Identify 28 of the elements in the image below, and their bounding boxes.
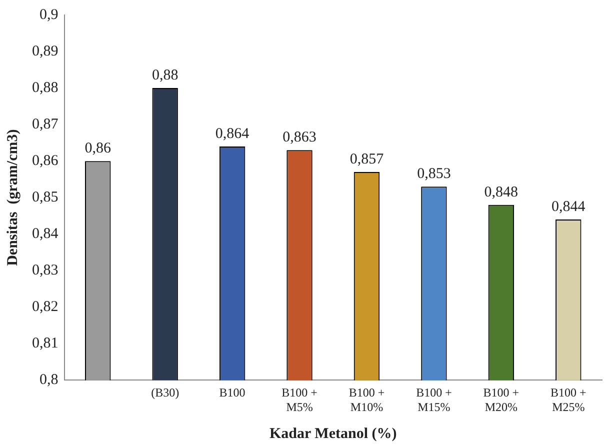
data-label: 0,844 xyxy=(552,198,586,215)
data-label: 0,857 xyxy=(350,151,384,168)
y-tick-label: 0,88 xyxy=(32,80,58,96)
y-tick-label: 0,87 xyxy=(32,116,59,132)
x-tick-label: B100 + M25% xyxy=(550,386,587,414)
y-tick-label: 0,81 xyxy=(32,336,58,352)
y-tick-label: 0,89 xyxy=(32,43,58,60)
data-label: 0,864 xyxy=(215,126,250,142)
data-label: 0,863 xyxy=(282,130,316,146)
x-tick-label: B100 + M15% xyxy=(416,386,452,414)
data-label: 0,88 xyxy=(152,67,178,84)
y-tick-label: 0,8 xyxy=(40,372,58,388)
data-label: 0,86 xyxy=(84,140,112,157)
y-tick-label: 0,9 xyxy=(40,6,58,23)
data-label: 0,848 xyxy=(484,184,518,200)
x-tick-label: (B30) xyxy=(151,386,180,400)
x-axis-title: Kadar Metanol (%) xyxy=(270,426,397,442)
x-tick-label: B100 xyxy=(219,386,246,400)
y-tick-label: 0,83 xyxy=(32,262,58,279)
x-tick-label: B100 + M20% xyxy=(483,386,520,414)
y-axis-title: Densitas (gram/cm3) xyxy=(4,129,21,266)
y-tick-label: 0,85 xyxy=(32,190,58,206)
y-tick-label: 0,82 xyxy=(32,299,58,316)
x-tick-label: B100 + M5% xyxy=(282,386,318,414)
y-tick-label: 0,84 xyxy=(32,226,59,242)
data-label: 0,853 xyxy=(417,166,451,182)
y-tick-label: 0,86 xyxy=(32,153,59,170)
x-tick-label: B100 + M10% xyxy=(348,386,385,414)
